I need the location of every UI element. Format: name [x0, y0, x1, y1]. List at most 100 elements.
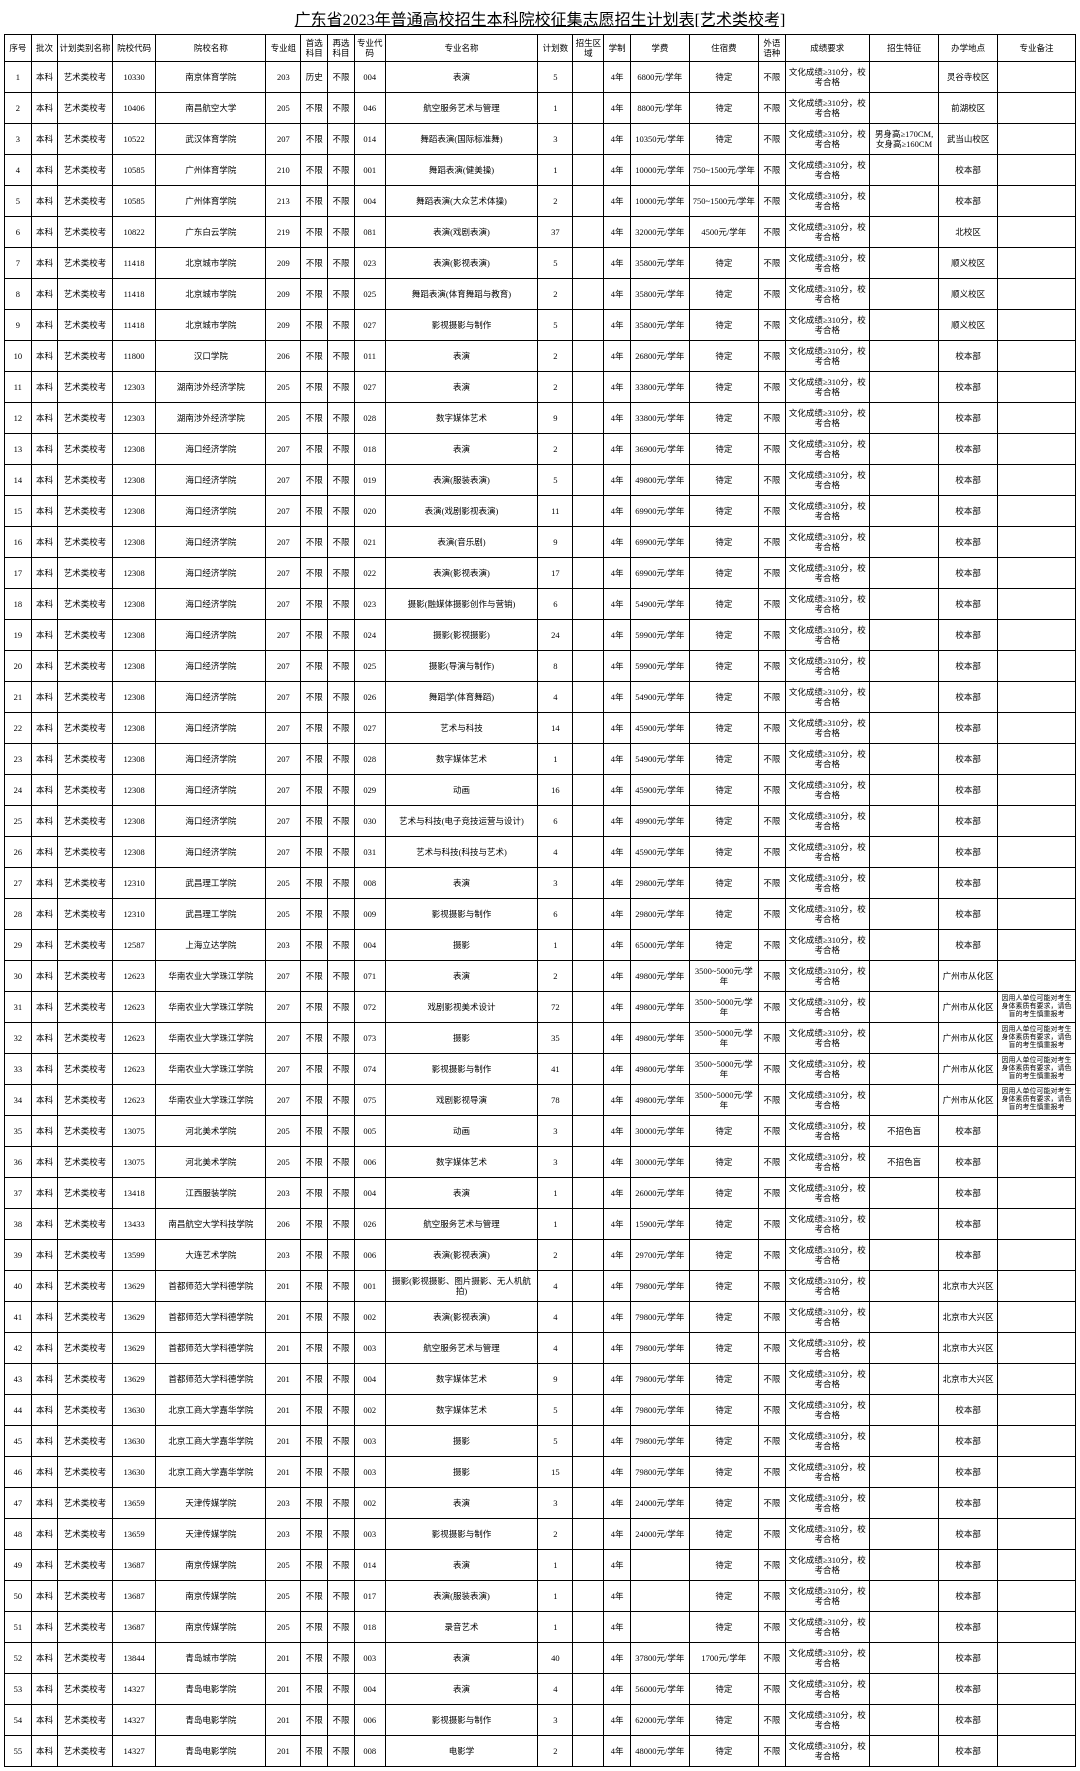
cell: 207 [266, 124, 301, 155]
cell: 不限 [328, 1550, 355, 1581]
table-row: 17本科艺术类校考12308海口经济学院207不限不限022表演(影视表演)17… [5, 558, 1076, 589]
table-row: 37本科艺术类校考13418江西服装学院203不限不限004表演14年26000… [5, 1178, 1076, 1209]
cell: 海口经济学院 [156, 713, 266, 744]
cell: 顺义校区 [939, 248, 998, 279]
cell: 8800元/学年 [631, 93, 690, 124]
cell: 不限 [301, 1426, 328, 1457]
cell: 本科 [31, 1705, 58, 1736]
cell: 本科 [31, 279, 58, 310]
cell: 4年 [604, 1333, 631, 1364]
cell: 10522 [112, 124, 156, 155]
cell: 14 [538, 713, 573, 744]
cell: 北京城市学院 [156, 248, 266, 279]
cell: 49800元/学年 [631, 992, 690, 1023]
cell: 4年 [604, 837, 631, 868]
cell [997, 806, 1075, 837]
col-header: 首选科目 [301, 35, 328, 62]
cell: 不限 [759, 837, 786, 868]
cell: 4年 [604, 248, 631, 279]
cell: 29700元/学年 [631, 1240, 690, 1271]
cell: 40 [5, 1271, 32, 1302]
cell: 39 [5, 1240, 32, 1271]
cell [869, 1395, 938, 1426]
cell: 025 [354, 651, 385, 682]
cell: 不限 [759, 806, 786, 837]
cell: 影视摄影与制作 [385, 1705, 538, 1736]
cell: 艺术类校考 [58, 1519, 112, 1550]
cell: 27 [5, 868, 32, 899]
cell: 073 [354, 1023, 385, 1054]
cell: 首都师范大学科德学院 [156, 1271, 266, 1302]
cell: 顺义校区 [939, 279, 998, 310]
cell: 因用人单位可能对考生身体素质有要求，请色盲的考生慎重报考 [997, 1085, 1075, 1116]
cell: 不限 [301, 651, 328, 682]
cell: 艺术类校考 [58, 1271, 112, 1302]
cell: 不限 [759, 961, 786, 992]
cell: 摄影 [385, 1023, 538, 1054]
cell: 不限 [328, 372, 355, 403]
cell: 2 [538, 372, 573, 403]
cell: 不限 [759, 1581, 786, 1612]
cell [869, 589, 938, 620]
cell: 13630 [112, 1457, 156, 1488]
cell: 4年 [604, 1147, 631, 1178]
cell [573, 1302, 604, 1333]
cell: 42 [5, 1333, 32, 1364]
cell: 文化成绩≥310分，校考合格 [785, 341, 869, 372]
cell: 10330 [112, 62, 156, 93]
cell: 4年 [604, 930, 631, 961]
cell: 不限 [759, 465, 786, 496]
cell: 37800元/学年 [631, 1643, 690, 1674]
cell: 海口经济学院 [156, 620, 266, 651]
cell: 10000元/学年 [631, 155, 690, 186]
cell: 3 [538, 1147, 573, 1178]
table-row: 48本科艺术类校考13659天津传媒学院203不限不限003影视摄影与制作24年… [5, 1519, 1076, 1550]
cell: 4年 [604, 1240, 631, 1271]
cell [869, 372, 938, 403]
cell: 本科 [31, 310, 58, 341]
cell: 4年 [604, 217, 631, 248]
cell: 13629 [112, 1271, 156, 1302]
cell: 4年 [604, 1116, 631, 1147]
table-row: 45本科艺术类校考13630北京工商大学嘉华学院201不限不限003摄影54年7… [5, 1426, 1076, 1457]
cell: 1 [538, 155, 573, 186]
cell: 校本部 [939, 1550, 998, 1581]
cell: 201 [266, 1395, 301, 1426]
cell: 49 [5, 1550, 32, 1581]
cell: 207 [266, 961, 301, 992]
cell: 文化成绩≥310分，校考合格 [785, 1302, 869, 1333]
cell: 3 [538, 124, 573, 155]
cell: 待定 [689, 899, 758, 930]
cell [869, 1333, 938, 1364]
cell: 205 [266, 899, 301, 930]
cell: 不限 [759, 372, 786, 403]
cell: 校本部 [939, 651, 998, 682]
cell [573, 992, 604, 1023]
cell: 艺术类校考 [58, 775, 112, 806]
cell: 1 [538, 1612, 573, 1643]
cell: 文化成绩≥310分，校考合格 [785, 620, 869, 651]
cell [573, 1333, 604, 1364]
cell: 待定 [689, 372, 758, 403]
cell: 待定 [689, 1209, 758, 1240]
table-header-row: 序号批次计划类别名称院校代码院校名称专业组首选科目再选科目专业代码专业名称计划数… [5, 35, 1076, 62]
cell: 文化成绩≥310分，校考合格 [785, 186, 869, 217]
cell: 4年 [604, 341, 631, 372]
cell [869, 1457, 938, 1488]
cell [997, 527, 1075, 558]
cell: 不限 [301, 1271, 328, 1302]
cell: 舞蹈学(体育舞蹈) [385, 682, 538, 713]
cell: 201 [266, 1271, 301, 1302]
cell: 4年 [604, 1023, 631, 1054]
cell: 待定 [689, 837, 758, 868]
cell: 11 [5, 372, 32, 403]
cell: 待定 [689, 310, 758, 341]
cell: 不限 [759, 1612, 786, 1643]
cell [869, 775, 938, 806]
cell: 待定 [689, 868, 758, 899]
cell: 不限 [759, 62, 786, 93]
cell: 不限 [328, 992, 355, 1023]
cell [869, 1085, 938, 1116]
cell: 207 [266, 465, 301, 496]
cell: 艺术类校考 [58, 1364, 112, 1395]
